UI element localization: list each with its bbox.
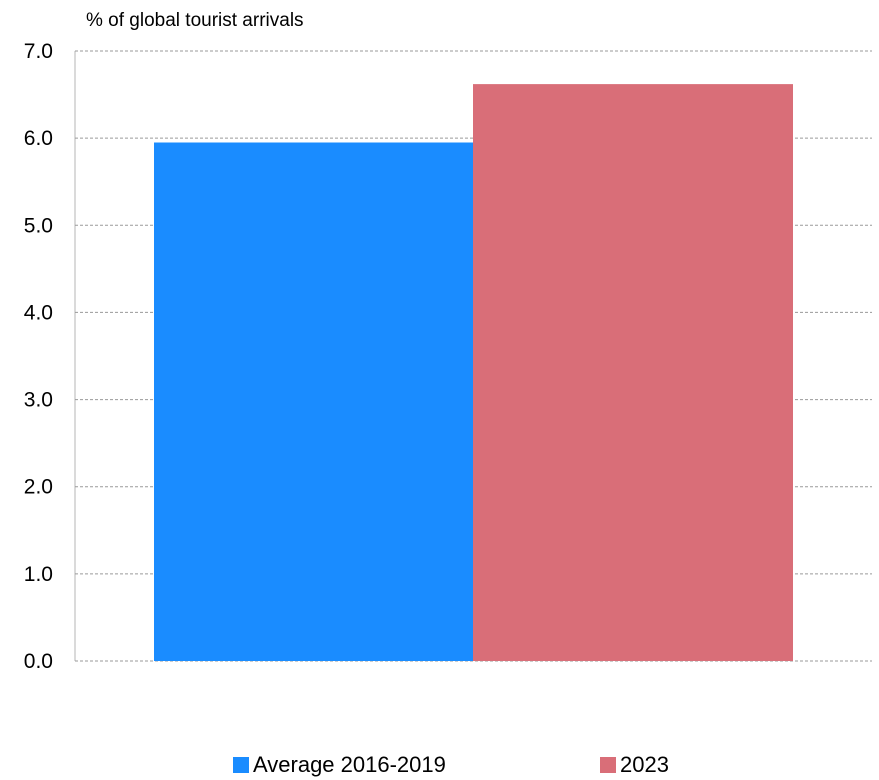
y-tick-label: 3.0 <box>24 389 53 412</box>
y-tick-label: 6.0 <box>24 127 53 150</box>
legend-label-2023: 2023 <box>620 752 669 777</box>
legend-swatch-2023 <box>600 757 616 773</box>
bar-2023 <box>473 84 793 662</box>
legend: Average 2016-2019 2023 <box>0 752 879 778</box>
y-tick-label: 7.0 <box>24 40 53 63</box>
bars <box>154 84 793 662</box>
legend-label-average-2016-2019: Average 2016-2019 <box>253 752 446 777</box>
legend-item-2023: 2023 <box>600 752 669 778</box>
y-tick-label: 1.0 <box>24 563 53 586</box>
legend-item-average-2016-2019: Average 2016-2019 <box>233 752 446 778</box>
bar-average-2016-2019 <box>154 142 473 661</box>
y-axis-label: % of global tourist arrivals <box>86 10 304 31</box>
y-tick-label: 5.0 <box>24 214 53 237</box>
y-axis-ticks: 0.0 1.0 2.0 3.0 4.0 5.0 6.0 7.0 <box>24 40 53 673</box>
y-tick-label: 0.0 <box>24 650 53 673</box>
legend-swatch-average-2016-2019 <box>233 757 249 773</box>
y-tick-label: 4.0 <box>24 301 53 324</box>
y-tick-label: 2.0 <box>24 476 53 499</box>
